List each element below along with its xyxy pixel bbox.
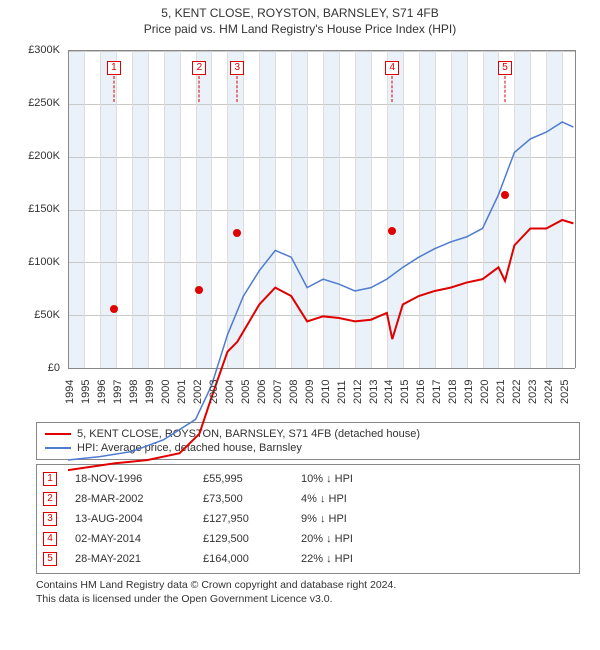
footnote: Contains HM Land Registry data © Crown c… xyxy=(36,578,580,606)
footnote-line2: This data is licensed under the Open Gov… xyxy=(36,592,580,606)
y-tick-label: £0 xyxy=(20,362,64,374)
x-tick-label: 2010 xyxy=(320,380,330,404)
y-tick-label: £50K xyxy=(20,309,64,321)
tx-index-box: 5 xyxy=(43,552,57,566)
x-tick-label: 1997 xyxy=(112,380,122,404)
chart-header: 5, KENT CLOSE, ROYSTON, BARNSLEY, S71 4F… xyxy=(0,0,600,38)
x-tick-label: 2002 xyxy=(192,380,202,404)
x-tick-label: 2022 xyxy=(511,380,521,404)
x-tick-label: 1999 xyxy=(144,380,154,404)
x-tick-label: 1998 xyxy=(128,380,138,404)
tx-index-box: 4 xyxy=(43,532,57,546)
x-tick-label: 2024 xyxy=(543,380,553,404)
x-tick-label: 2023 xyxy=(527,380,537,404)
chart-area: 12345 £0 £50K £100K £150K £200K £250K £300K 19… xyxy=(20,44,580,414)
y-tick-label: £200K xyxy=(20,150,64,162)
tx-index-box: 3 xyxy=(43,512,57,526)
x-tick-label: 2005 xyxy=(240,380,250,404)
x-tick-label: 2013 xyxy=(368,380,378,404)
y-tick-label: £250K xyxy=(20,97,64,109)
x-tick-label: 2012 xyxy=(352,380,362,404)
title-subtitle: Price paid vs. HM Land Registry's House … xyxy=(0,22,600,36)
plot: 12345 xyxy=(68,50,576,368)
x-tick-label: 2001 xyxy=(176,380,186,404)
title-address: 5, KENT CLOSE, ROYSTON, BARNSLEY, S71 4F… xyxy=(0,6,600,20)
x-tick-label: 2018 xyxy=(447,380,457,404)
y-tick-label: £300K xyxy=(20,44,64,56)
x-tick-label: 2021 xyxy=(495,380,505,404)
x-tick-label: 2003 xyxy=(208,380,218,404)
x-tick-label: 1994 xyxy=(64,380,74,404)
tx-index-box: 2 xyxy=(43,492,57,506)
y-tick-label: £150K xyxy=(20,203,64,215)
x-tick-label: 2025 xyxy=(559,380,569,404)
x-tick-label: 2016 xyxy=(415,380,425,404)
x-tick-label: 1996 xyxy=(96,380,106,404)
x-tick-label: 1995 xyxy=(80,380,90,404)
x-tick-label: 2007 xyxy=(272,380,282,404)
x-tick-label: 2006 xyxy=(256,380,266,404)
x-tick-label: 2009 xyxy=(304,380,314,404)
x-tick-label: 2004 xyxy=(224,380,234,404)
x-tick-label: 2011 xyxy=(336,380,346,404)
tx-index-box: 1 xyxy=(43,472,57,486)
x-tick-label: 2008 xyxy=(288,380,298,404)
y-tick-label: £100K xyxy=(20,256,64,268)
x-tick-label: 2020 xyxy=(479,380,489,404)
x-tick-label: 2015 xyxy=(399,380,409,404)
x-tick-label: 2019 xyxy=(463,380,473,404)
footnote-line1: Contains HM Land Registry data © Crown c… xyxy=(36,578,580,592)
x-tick-label: 2000 xyxy=(160,380,170,404)
x-tick-label: 2014 xyxy=(383,380,393,404)
x-tick-label: 2017 xyxy=(431,380,441,404)
